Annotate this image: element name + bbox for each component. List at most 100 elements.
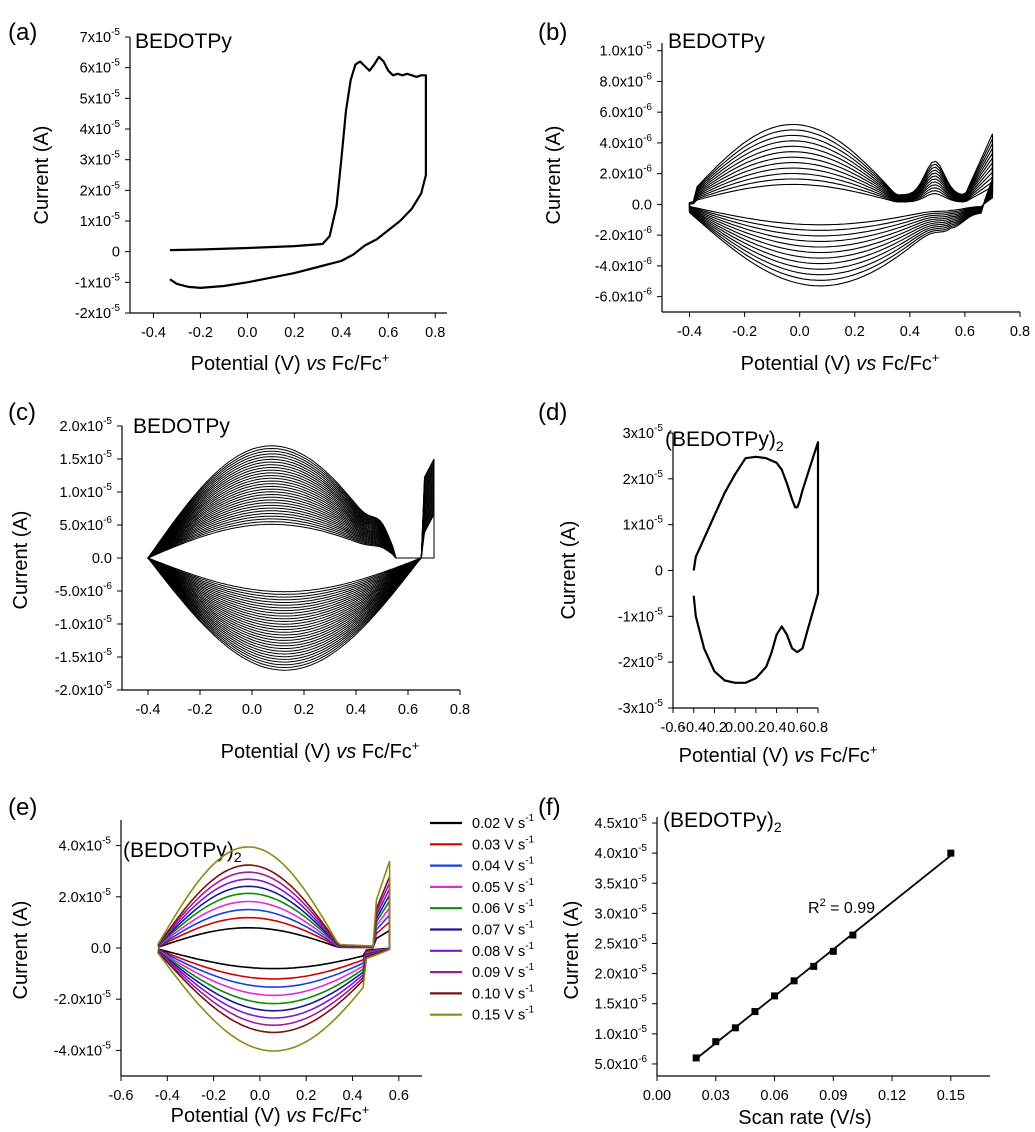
compound-label: BEDOTPy — [133, 415, 230, 438]
panel-label: (f) — [538, 794, 561, 821]
x-tick-label: 0.2 — [294, 702, 314, 718]
legend-label: 0.04 V s-1 — [472, 856, 535, 875]
y-tick-label: -1.0x10-5 — [55, 614, 113, 633]
y-tick-label: 1.0x10-5 — [600, 41, 653, 60]
y-tick-label: 4.5x10-5 — [595, 813, 648, 832]
x-tick-label: 0.6 — [787, 720, 807, 736]
y-tick-label: -1x10-5 — [618, 606, 664, 625]
cv-cycle — [688, 162, 994, 248]
panel-e: (e) (BEDOTPy)2 -0.6 -0.4 -0.2 0.0 0.2 0.4 0.6 -4.… — [8, 794, 535, 1127]
y-axis-label: Current (A) — [558, 521, 580, 620]
y-tick-label: -2.0x10-5 — [54, 989, 112, 1008]
x-tick-label: 0.0 — [790, 324, 810, 340]
y-tick-label: -2.0x10-6 — [595, 225, 653, 244]
cv-curve — [169, 55, 427, 289]
y-tick-label: 6.0x10-6 — [600, 102, 653, 121]
panel-label: (a) — [8, 19, 37, 46]
legend-label: 0.15 V s-1 — [472, 1005, 535, 1024]
cv-cycle — [147, 445, 435, 671]
y-tick-label: 2.0x10-5 — [595, 964, 648, 983]
cv-curve — [692, 441, 820, 684]
compound-label: BEDOTPy — [135, 30, 232, 53]
compound-label: BEDOTPy — [668, 30, 765, 53]
y-axis-label: Current (A) — [10, 511, 32, 610]
x-tick-label: -0.2 — [188, 325, 213, 341]
cv-cycle — [147, 472, 435, 644]
y-tick-label: 0 — [655, 564, 663, 580]
y-tick-label: -4.0x10-5 — [54, 1040, 112, 1059]
cv-cycle — [688, 167, 994, 242]
cv-series — [157, 871, 391, 1027]
x-tick-label: 0.2 — [296, 1088, 316, 1104]
y-tick-label: 2x10-5 — [623, 469, 664, 488]
cv-cycle — [688, 129, 994, 281]
y-tick-label: -3x10-5 — [618, 698, 664, 717]
panel-label: (e) — [8, 794, 37, 821]
x-tick-label: 0.4 — [766, 720, 786, 736]
panel-label: (c) — [8, 399, 36, 426]
r2-annotation: R2 = 0.99 — [808, 897, 875, 917]
y-tick-label: 0.0 — [91, 941, 111, 957]
x-tick-label: -0.6 — [109, 1088, 134, 1104]
cv-cycle — [688, 172, 994, 237]
x-tick-label: 0.6 — [398, 702, 418, 718]
panel-d: (d) (BEDOTPy)2 -0.6-0.4-0.20.0 0.2 0.4 0.6 0.8… — [538, 399, 877, 767]
cv-cycle — [688, 178, 994, 231]
y-tick-label: 1.0x10-5 — [595, 1024, 648, 1043]
x-tick-label: 0.09 — [819, 1088, 847, 1104]
y-axis-label: Current (A) — [561, 901, 583, 1000]
legend-label: 0.09 V s-1 — [472, 962, 535, 981]
y-axis-label: Current (A) — [10, 901, 32, 1000]
y-tick-label: 2.0x10-6 — [600, 164, 653, 183]
y-tick-label: 7x10-5 — [80, 27, 121, 46]
cv-cycle — [688, 151, 994, 259]
data-point — [771, 992, 779, 1000]
y-tick-label: 5.0x10-6 — [595, 1054, 648, 1073]
x-tick-label: 0.4 — [346, 702, 366, 718]
cv-cycle — [688, 183, 994, 226]
x-tick-label: 0.0 — [725, 720, 745, 736]
x-tick-label: -0.2 — [188, 702, 213, 718]
cv-cycle — [147, 464, 435, 652]
y-tick-label: 1.5x10-5 — [595, 994, 648, 1013]
legend-label: 0.08 V s-1 — [472, 941, 535, 960]
y-tick-label: -6.0x10-6 — [595, 287, 653, 306]
cv-cycle — [688, 123, 994, 287]
y-tick-label: -1x10-5 — [75, 272, 121, 291]
x-axis-label: Potential (V) vs Fc/Fc+ — [191, 350, 390, 375]
x-axis-label: Potential (V) vs Fc/Fc+ — [741, 350, 940, 375]
legend-label: 0.06 V s-1 — [472, 898, 535, 917]
x-tick-label: 0.2 — [845, 324, 865, 340]
x-axis-label: Potential (V) vs Fc/Fc+ — [679, 742, 878, 767]
x-tick-label: -0.2 — [201, 1088, 226, 1104]
cv-series — [157, 916, 391, 980]
y-tick-label: 1.0x10-5 — [60, 482, 113, 501]
y-tick-label: 3x10-5 — [80, 150, 121, 169]
legend-label: 0.05 V s-1 — [472, 877, 535, 896]
y-tick-label: 8.0x10-6 — [600, 71, 653, 90]
y-tick-label: 2.5x10-5 — [595, 933, 648, 952]
x-tick-label: 0.4 — [342, 1088, 362, 1104]
x-tick-label: -0.2 — [702, 720, 727, 736]
cv-cycle — [147, 453, 435, 663]
panel-label: (b) — [538, 19, 567, 46]
compound-label: (BEDOTPy)2 — [123, 839, 242, 865]
data-point — [692, 1054, 700, 1062]
x-tick-label: 0.15 — [937, 1088, 965, 1104]
x-tick-label: -0.6 — [661, 720, 686, 736]
y-tick-label: 3.5x10-5 — [595, 873, 648, 892]
x-tick-label: 0.4 — [900, 324, 920, 340]
y-tick-label: 2x10-5 — [80, 180, 121, 199]
x-tick-label: -0.4 — [136, 702, 161, 718]
y-tick-label: 0.0 — [632, 197, 652, 213]
panel-c: (c) BEDOTPy -0.4 -0.2 0.0 0.2 0.4 0.6 0.8 -2.0x10… — [8, 399, 470, 763]
y-tick-label: 4.0x10-5 — [59, 836, 112, 855]
panel-f: (f) (BEDOTPy)2 0.00 0.03 0.06 0.09 0.12 0.15 5.0… — [538, 794, 990, 1129]
x-tick-label: 0.8 — [1010, 324, 1030, 340]
x-tick-label: 0.0 — [250, 1088, 270, 1104]
y-tick-label: 3.0x10-5 — [595, 903, 648, 922]
y-axis-label: Current (A) — [31, 126, 53, 225]
data-point — [829, 947, 837, 955]
x-tick-label: 0.0 — [242, 702, 262, 718]
